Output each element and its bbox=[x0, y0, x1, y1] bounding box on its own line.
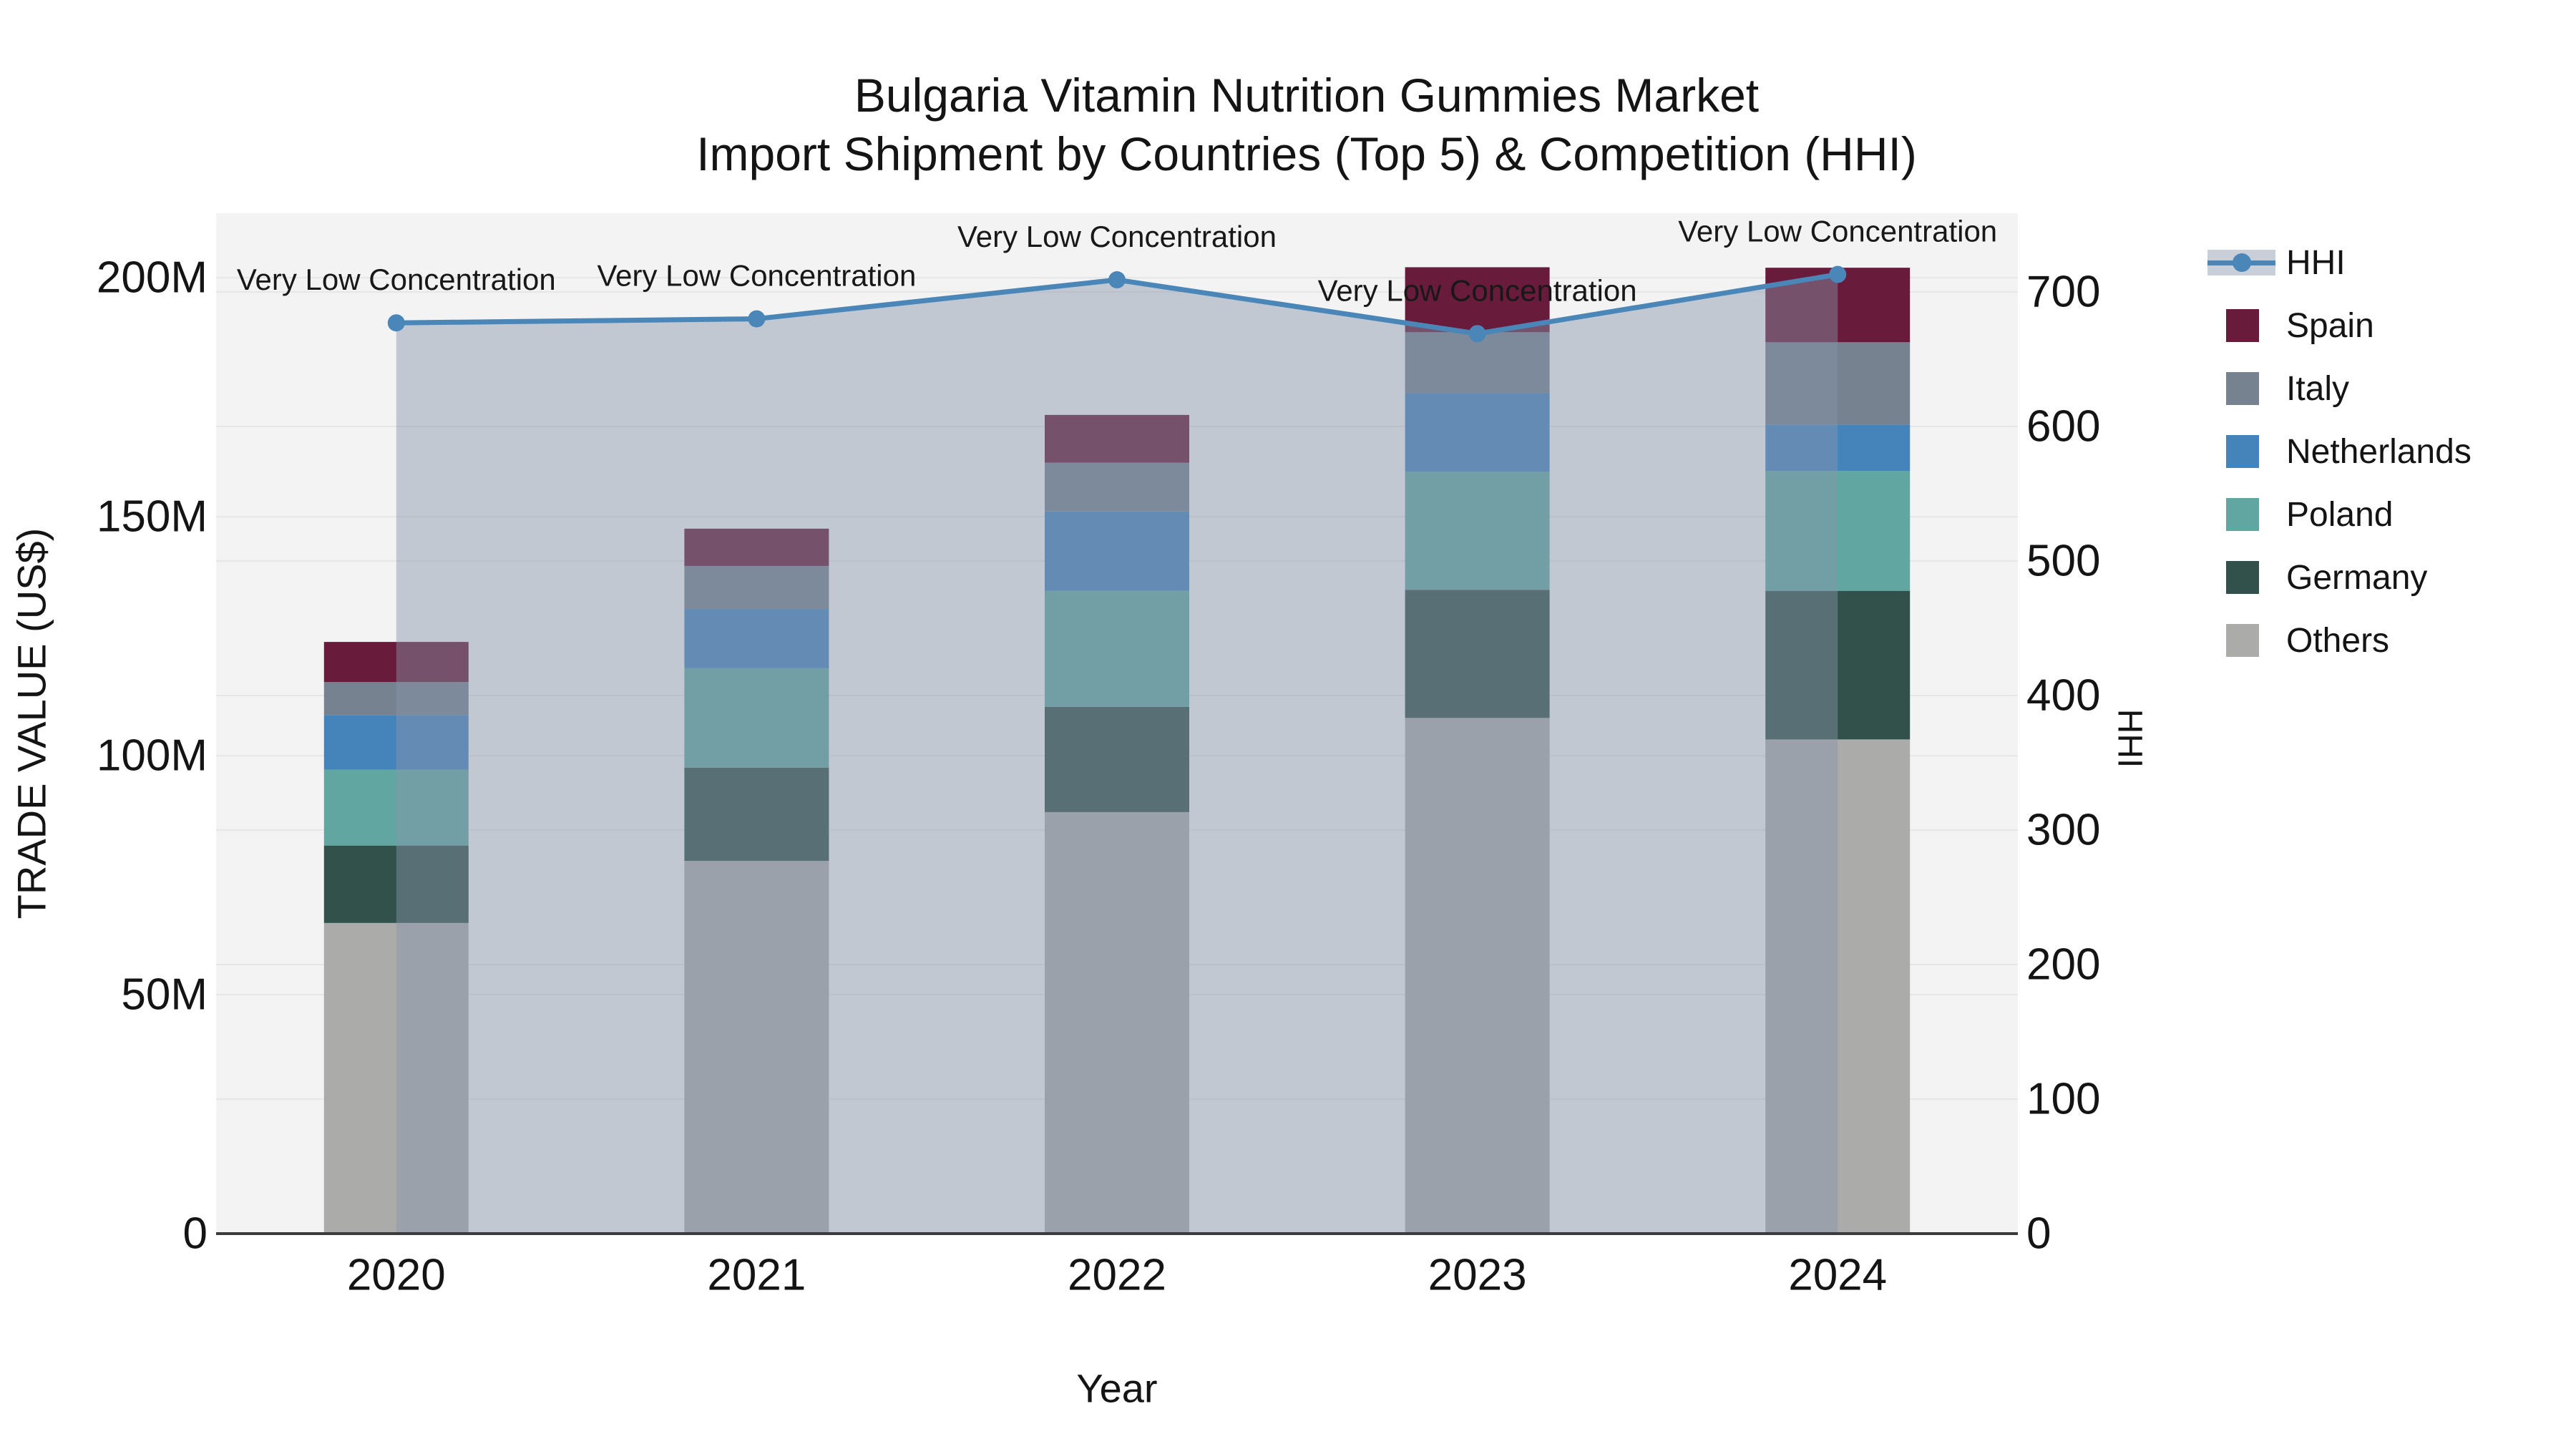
x-tick-2020: 2020 bbox=[347, 1251, 446, 1300]
hhi-marker-2023[interactable] bbox=[1468, 325, 1486, 343]
bar-segment-2023-netherlands[interactable] bbox=[1405, 393, 1550, 472]
bar-segment-2021-spain[interactable] bbox=[684, 528, 829, 566]
bar-segment-2023-italy[interactable] bbox=[1405, 332, 1550, 394]
bar-segment-2020-poland[interactable] bbox=[323, 769, 469, 846]
bar-segment-2024-netherlands[interactable] bbox=[1765, 424, 1911, 472]
y-right-tick-0: 0 bbox=[2026, 1209, 2051, 1259]
y-left-tick-100M: 100M bbox=[97, 731, 208, 781]
legend-label-germany: Germany bbox=[2286, 558, 2428, 597]
legend-label-others: Others bbox=[2286, 621, 2390, 660]
bar-segment-2024-poland[interactable] bbox=[1765, 471, 1911, 591]
hhi-marker-2022[interactable] bbox=[1108, 271, 1126, 289]
legend: HHI Spain Italy Netherlands Poland Germany Oth… bbox=[2207, 231, 2472, 672]
bar-segment-2023-germany[interactable] bbox=[1405, 590, 1550, 718]
chart-title-line2: Import Shipment by Countries (Top 5) & C… bbox=[696, 127, 1917, 180]
bar-segment-2022-spain[interactable] bbox=[1045, 414, 1189, 463]
hhi-marker-2020[interactable] bbox=[387, 314, 405, 332]
bar-segment-2024-germany[interactable] bbox=[1765, 590, 1911, 740]
annotation-2023: Very Low Concentration bbox=[1318, 273, 1637, 307]
legend-item-spain[interactable]: Spain bbox=[2207, 294, 2472, 357]
bar-segment-2022-germany[interactable] bbox=[1045, 706, 1189, 812]
annotation-2022: Very Low Concentration bbox=[957, 220, 1277, 253]
y-right-tick-600: 600 bbox=[2026, 401, 2100, 451]
y-right-tick-300: 300 bbox=[2026, 805, 2100, 854]
spain-swatch-icon bbox=[2207, 294, 2286, 357]
y-left-tick-200M: 200M bbox=[97, 253, 208, 303]
y-right-tick-100: 100 bbox=[2026, 1074, 2100, 1123]
others-swatch-icon bbox=[2207, 609, 2286, 672]
legend-item-netherlands[interactable]: Netherlands bbox=[2207, 420, 2472, 483]
bar-segment-2023-spain[interactable] bbox=[1405, 267, 1550, 333]
x-axis-title: Year bbox=[1076, 1365, 1158, 1411]
bar-segment-2020-germany[interactable] bbox=[323, 845, 469, 923]
bar-segment-2021-others[interactable] bbox=[684, 861, 829, 1234]
legend-item-germany[interactable]: Germany bbox=[2207, 546, 2472, 609]
y-left-tick-150M: 150M bbox=[97, 492, 208, 542]
x-tick-2024: 2024 bbox=[1788, 1251, 1887, 1300]
x-tick-2023: 2023 bbox=[1428, 1251, 1527, 1300]
y-left-tick-50M: 50M bbox=[121, 970, 208, 1020]
italy-swatch-icon bbox=[2207, 357, 2286, 420]
bar-segment-2022-netherlands[interactable] bbox=[1045, 511, 1189, 591]
chart-title: Bulgaria Vitamin Nutrition Gummies Marke… bbox=[696, 66, 1917, 183]
y-axis-title-left: TRADE VALUE (US$) bbox=[9, 527, 54, 919]
legend-item-hhi[interactable]: HHI bbox=[2207, 231, 2472, 294]
bar-segment-2022-poland[interactable] bbox=[1045, 590, 1189, 707]
bar-segment-2020-spain[interactable] bbox=[323, 642, 469, 683]
chart-title-line1: Bulgaria Vitamin Nutrition Gummies Marke… bbox=[854, 69, 1760, 122]
legend-item-italy[interactable]: Italy bbox=[2207, 357, 2472, 420]
hhi-marker-2021[interactable] bbox=[748, 310, 766, 328]
legend-label-netherlands: Netherlands bbox=[2286, 432, 2472, 471]
y-left-tick-0: 0 bbox=[183, 1209, 208, 1259]
bar-segment-2022-others[interactable] bbox=[1045, 811, 1189, 1234]
hhi-marker-2024[interactable] bbox=[1829, 265, 1847, 283]
y-right-tick-400: 400 bbox=[2026, 670, 2100, 720]
legend-label-spain: Spain bbox=[2286, 306, 2374, 345]
annotation-2020: Very Low Concentration bbox=[237, 263, 556, 296]
poland-swatch-icon bbox=[2207, 483, 2286, 546]
y-right-tick-500: 500 bbox=[2026, 536, 2100, 585]
hhi-area-fill bbox=[396, 274, 1838, 1234]
bar-segment-2024-italy[interactable] bbox=[1765, 342, 1911, 425]
hhi-line-sample-icon bbox=[2207, 231, 2286, 294]
bar-segment-2022-italy[interactable] bbox=[1045, 462, 1189, 512]
bar-segment-2021-poland[interactable] bbox=[684, 668, 829, 768]
bar-segment-2021-netherlands[interactable] bbox=[684, 609, 829, 668]
legend-item-others[interactable]: Others bbox=[2207, 609, 2472, 672]
bar-segment-2024-others[interactable] bbox=[1765, 739, 1911, 1234]
germany-swatch-icon bbox=[2207, 546, 2286, 609]
legend-label-italy: Italy bbox=[2286, 369, 2350, 408]
annotation-2024: Very Low Concentration bbox=[1678, 215, 1997, 248]
bar-segment-2021-germany[interactable] bbox=[684, 767, 829, 862]
y-right-tick-200: 200 bbox=[2026, 940, 2100, 989]
legend-label-hhi: HHI bbox=[2286, 243, 2346, 282]
x-tick-2021: 2021 bbox=[707, 1251, 806, 1300]
y-right-tick-700: 700 bbox=[2026, 267, 2100, 316]
bar-segment-2023-poland[interactable] bbox=[1405, 472, 1550, 590]
y-axis-title-right: HHI bbox=[2110, 708, 2149, 769]
bar-segment-2020-others[interactable] bbox=[323, 922, 469, 1234]
annotation-2021: Very Low Concentration bbox=[597, 259, 916, 293]
bar-segment-2021-italy[interactable] bbox=[684, 565, 829, 610]
bar-segment-2020-italy[interactable] bbox=[323, 682, 469, 716]
legend-item-poland[interactable]: Poland bbox=[2207, 483, 2472, 546]
x-tick-2022: 2022 bbox=[1068, 1251, 1166, 1300]
bar-segment-2023-others[interactable] bbox=[1405, 718, 1550, 1234]
legend-label-poland: Poland bbox=[2286, 495, 2394, 534]
bar-segment-2020-netherlands[interactable] bbox=[323, 715, 469, 770]
netherlands-swatch-icon bbox=[2207, 420, 2286, 483]
